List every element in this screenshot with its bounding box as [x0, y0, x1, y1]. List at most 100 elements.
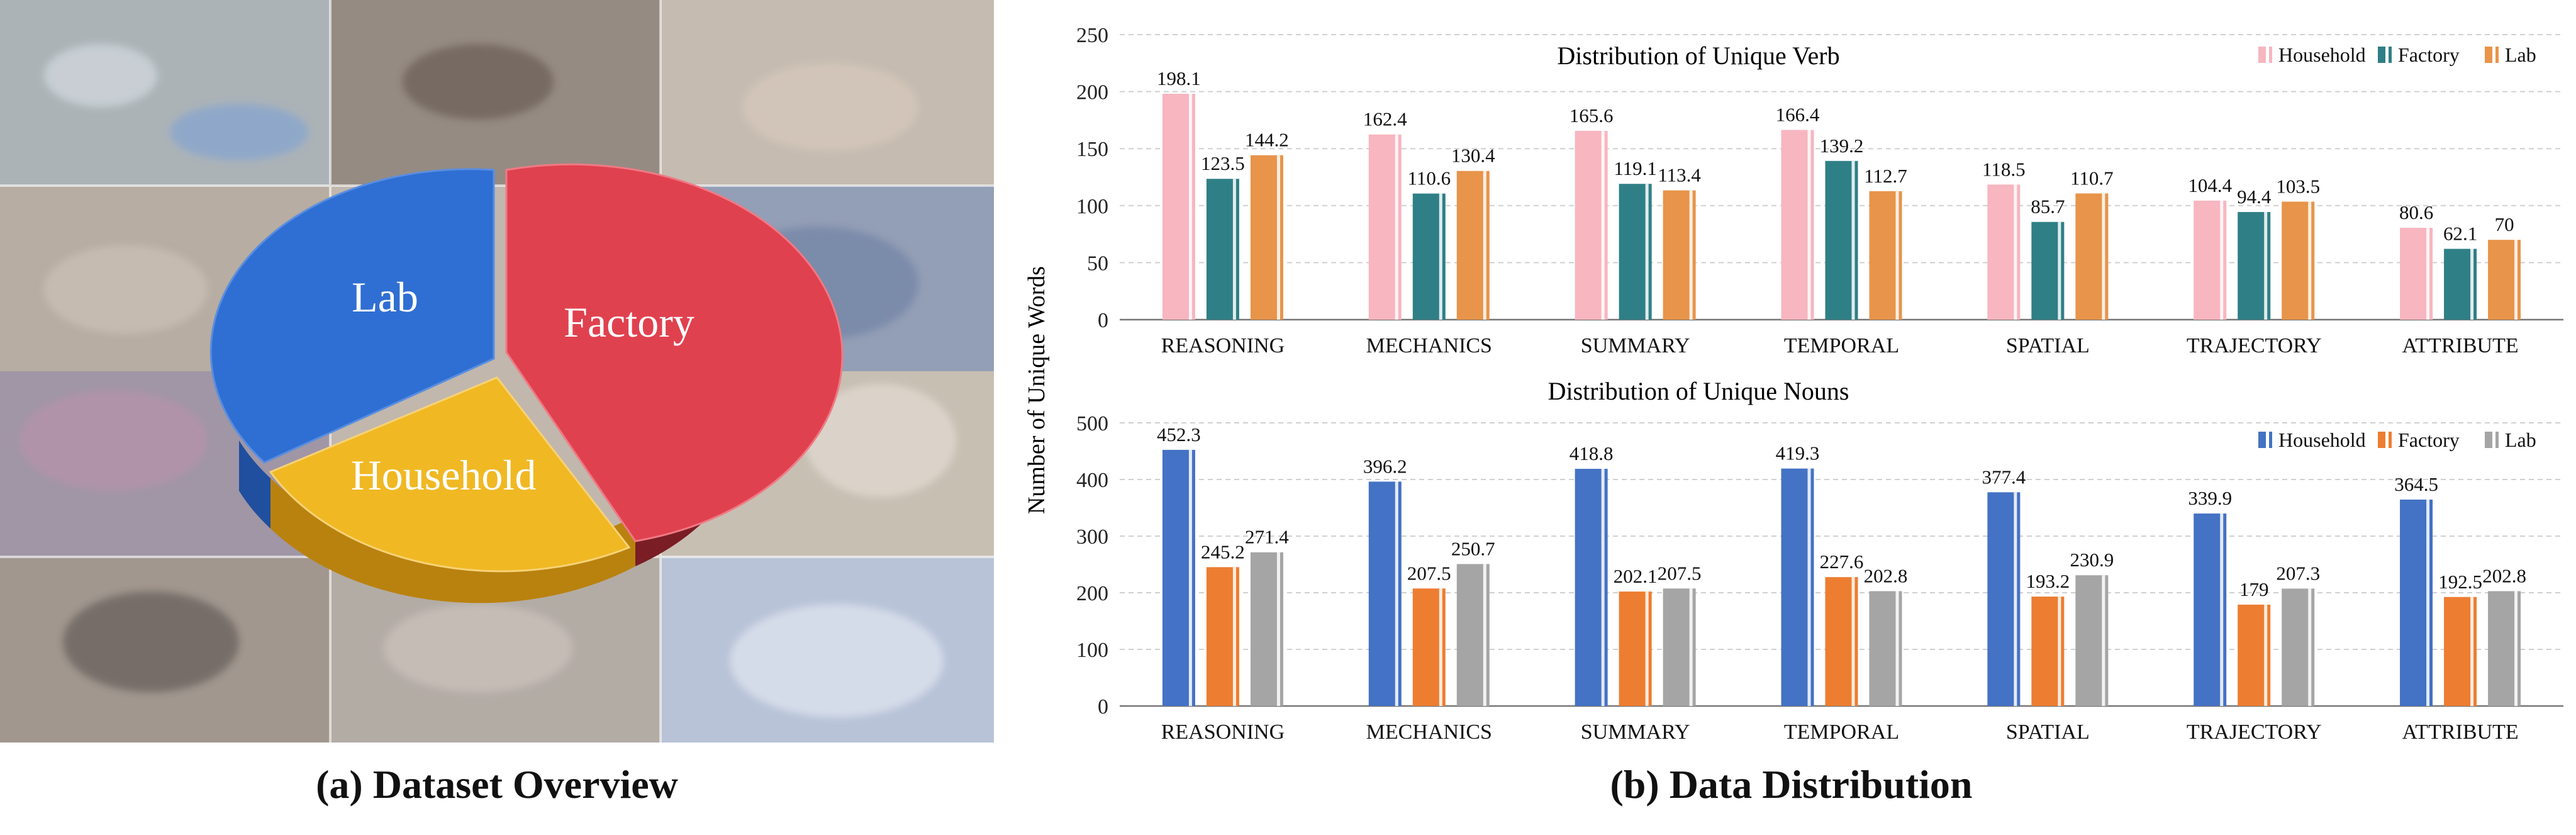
verb-data-label: 139.2 — [1820, 135, 1864, 157]
noun-grid — [1120, 422, 2563, 650]
verb-bar-highlight — [2308, 201, 2312, 320]
noun-data-label: 192.5 — [2438, 571, 2482, 593]
noun-data-label: 339.9 — [2188, 487, 2232, 509]
pie-slice-lab — [209, 168, 495, 464]
verb-data-label: 119.1 — [1614, 157, 1657, 179]
noun-data-label: 271.4 — [1245, 526, 1289, 548]
verb-y-tick-label: 50 — [1087, 252, 1108, 275]
noun-data-label: 377.4 — [1982, 466, 2026, 488]
noun-data-label: 418.8 — [1570, 442, 1614, 464]
verb-data-label: 144.2 — [1245, 129, 1289, 151]
noun-bar-highlight — [2264, 604, 2268, 706]
noun-bars: 452.3245.2271.4396.2207.5250.7418.8202.1… — [1157, 423, 2526, 706]
pie-slice-factory — [505, 163, 844, 542]
noun-category-label: SPATIAL — [2006, 720, 2090, 743]
verb-y-tick-label: 150 — [1076, 138, 1108, 161]
verb-bar-highlight — [2264, 211, 2268, 320]
noun-y-tick-label: 0 — [1098, 695, 1108, 719]
noun-legend-swatch-lab — [2485, 432, 2499, 448]
noun-bar-highlight — [2514, 591, 2518, 706]
noun-bar-highlight — [1895, 591, 1899, 706]
verb-bar-highlight — [2514, 240, 2518, 320]
noun-y-tick-label: 100 — [1076, 639, 1108, 662]
noun-bar-highlight — [1395, 481, 1398, 706]
noun-data-label: 419.3 — [1776, 442, 1820, 464]
noun-category-label: ATTRIBUTE — [2402, 720, 2519, 743]
noun-legend-swatch-highlight — [2492, 432, 2495, 448]
pie-side-lab — [239, 440, 270, 529]
noun-bar-highlight — [1851, 577, 1855, 706]
verb-data-label: 94.4 — [2237, 186, 2272, 208]
noun-legend-swatch-household — [2258, 432, 2272, 448]
verb-legend-swatch-lab — [2485, 47, 2499, 63]
verb-data-label: 80.6 — [2399, 201, 2433, 223]
verb-data-label: 62.1 — [2443, 222, 2477, 244]
verb-bar-highlight — [1232, 179, 1236, 320]
distribution-charts: Number of Unique Words 0 50 100 150 200 250 RE… — [1023, 24, 2563, 743]
noun-data-label: 207.3 — [2276, 562, 2320, 584]
noun-bar-highlight — [1645, 591, 1649, 706]
noun-bar-highlight — [2426, 499, 2430, 706]
noun-legend-swatch-highlight — [2266, 432, 2269, 448]
noun-legend-swatch-highlight — [2385, 432, 2389, 448]
verb-data-label: 110.7 — [2070, 167, 2114, 189]
noun-legend-label-factory: Factory — [2398, 429, 2460, 451]
pie-side-household — [270, 478, 635, 603]
verb-legend-label-household: Household — [2278, 43, 2366, 66]
overview-collage: Lab Factory Household — [0, 0, 994, 743]
verb-chart: 0 50 100 150 200 250 REASONING MECHANICS SUMMARY… — [1076, 24, 2563, 357]
dataset-overview-panel: Lab Factory Household — [0, 0, 994, 743]
noun-legend-swatch-factory — [2378, 432, 2392, 448]
verb-category-label: SUMMARY — [1581, 334, 1690, 357]
noun-data-label: 202.8 — [2482, 564, 2526, 586]
verb-data-label: 70 — [2495, 213, 2514, 235]
verb-bar-highlight — [1645, 184, 1649, 320]
verb-data-label: 85.7 — [2031, 196, 2065, 218]
verb-legend-swatch-household — [2258, 47, 2272, 63]
verb-data-label: 166.4 — [1776, 103, 1820, 125]
verb-chart-title: Distribution of Unique Verb — [1557, 42, 1839, 70]
noun-category-label: TRAJECTORY — [2187, 720, 2322, 743]
noun-y-tick-label: 400 — [1076, 469, 1108, 492]
verb-category-label: ATTRIBUTE — [2402, 334, 2519, 357]
noun-bar-highlight — [1276, 552, 1280, 706]
pie-label-household: Household — [351, 451, 537, 499]
noun-data-label: 207.5 — [1407, 562, 1451, 584]
noun-bar-highlight — [1807, 468, 1811, 706]
verb-bar-highlight — [2470, 249, 2474, 320]
y-axis-label: Number of Unique Words — [1023, 266, 1050, 514]
noun-bar-highlight — [1232, 567, 1236, 706]
photo-collage — [0, 0, 994, 743]
verb-legend-label-lab: Lab — [2505, 43, 2536, 66]
noun-bar-highlight — [2058, 597, 2061, 706]
verb-bar-highlight — [1188, 94, 1192, 320]
verb-data-label: 123.5 — [1201, 152, 1245, 174]
verb-category-label: TRAJECTORY — [2187, 334, 2322, 357]
noun-bar-highlight — [1188, 449, 1192, 706]
noun-data-label: 230.9 — [2070, 549, 2114, 571]
verb-category-label: TEMPORAL — [1784, 334, 1899, 357]
verb-bar-highlight — [1439, 193, 1442, 320]
noun-category-label: SUMMARY — [1581, 720, 1690, 743]
verb-data-label: 162.4 — [1363, 108, 1407, 130]
noun-data-label: 202.1 — [1614, 565, 1658, 587]
noun-category-label: MECHANICS — [1366, 720, 1492, 743]
noun-y-tick-label: 300 — [1076, 525, 1108, 549]
noun-bar-highlight — [1601, 469, 1605, 706]
verb-bar-highlight — [1851, 160, 1855, 320]
verb-grid — [1120, 34, 2563, 264]
verb-bar-highlight — [2058, 221, 2061, 320]
noun-bar-highlight — [2014, 492, 2017, 706]
verb-bar-highlight — [1807, 130, 1811, 320]
noun-data-label: 250.7 — [1451, 537, 1495, 559]
verb-data-label: 110.6 — [1407, 167, 1451, 189]
noun-bar-highlight — [1439, 588, 1442, 706]
noun-chart: 0 100 200 300 400 500 REASONING MECHANICS SUMMAR… — [1076, 377, 2563, 743]
noun-data-label: 364.5 — [2394, 473, 2438, 495]
verb-y-tick-label: 0 — [1098, 309, 1108, 332]
verb-bar-highlight — [2102, 193, 2105, 320]
verb-bar-highlight — [1483, 171, 1486, 320]
noun-bar-highlight — [2308, 588, 2312, 706]
noun-bar-highlight — [2220, 513, 2224, 706]
